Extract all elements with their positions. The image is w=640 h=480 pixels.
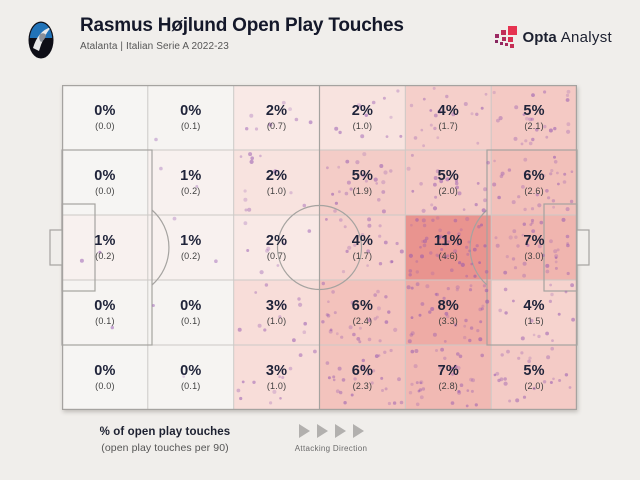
zone-cell xyxy=(147,215,234,280)
arrow-right-icon xyxy=(316,424,328,438)
zone-cell xyxy=(147,280,234,345)
zone-cell xyxy=(233,150,320,215)
zone-cell xyxy=(491,85,577,150)
zone-cell xyxy=(62,345,148,410)
goal-right xyxy=(576,229,590,266)
opta-pixels-icon xyxy=(494,26,517,48)
attacking-direction: Attacking Direction xyxy=(272,424,390,453)
arrow-right-icon xyxy=(298,424,310,438)
zone-cell xyxy=(405,150,492,215)
zone-cell xyxy=(319,280,406,345)
zone-cell xyxy=(62,150,148,215)
zone-cell xyxy=(319,345,406,410)
zone-cell xyxy=(491,345,577,410)
zone-cell xyxy=(147,85,234,150)
legend-secondary: (open play touches per 90) xyxy=(101,442,229,454)
header: Rasmus Højlund Open Play Touches Atalant… xyxy=(80,15,404,52)
zone-cell xyxy=(233,85,320,150)
opta-analyst-logo: Opta Analyst xyxy=(494,26,612,48)
zone-cell xyxy=(405,85,492,150)
zone-cell xyxy=(62,215,148,280)
goal-left xyxy=(49,229,63,266)
zone-cell xyxy=(319,150,406,215)
zone-cell xyxy=(233,345,320,410)
zone-cell xyxy=(147,150,234,215)
zone-cell xyxy=(491,280,577,345)
zone-cell xyxy=(491,150,577,215)
arrow-right-icon xyxy=(352,424,364,438)
zone-cell xyxy=(233,280,320,345)
legend-primary: % of open play touches xyxy=(99,426,231,438)
zone-cell xyxy=(62,280,148,345)
zone-cell xyxy=(319,215,406,280)
zone-cell xyxy=(405,280,492,345)
pitch-heatmap: 0% (0.0) 0% (0.1) 2% (0.7) 2% (1.0) 4% (1.7) 5% (2.… xyxy=(49,85,590,410)
atalanta-club-badge-icon xyxy=(28,21,54,59)
opta-wordmark-light: Analyst xyxy=(560,28,612,46)
zone-cell xyxy=(319,85,406,150)
zone-cell xyxy=(405,345,492,410)
legend: % of open play touches (open play touche… xyxy=(58,426,272,454)
arrow-right-icon xyxy=(334,424,346,438)
opta-wordmark-bold: Opta xyxy=(522,28,557,46)
page-subtitle: Atalanta | Italian Serie A 2022-23 xyxy=(80,40,229,52)
zone-cell xyxy=(405,215,492,280)
zone-cell xyxy=(233,215,320,280)
heat-zone-layer xyxy=(62,85,577,410)
attacking-direction-arrows xyxy=(272,424,390,438)
zone-cell xyxy=(491,215,577,280)
zone-cell xyxy=(147,345,234,410)
zone-cell xyxy=(62,85,148,150)
opta-analyst-wordmark: Opta Analyst xyxy=(523,29,612,46)
attacking-direction-label: Attacking Direction xyxy=(294,444,368,453)
page-title: Rasmus Højlund Open Play Touches xyxy=(80,15,404,36)
